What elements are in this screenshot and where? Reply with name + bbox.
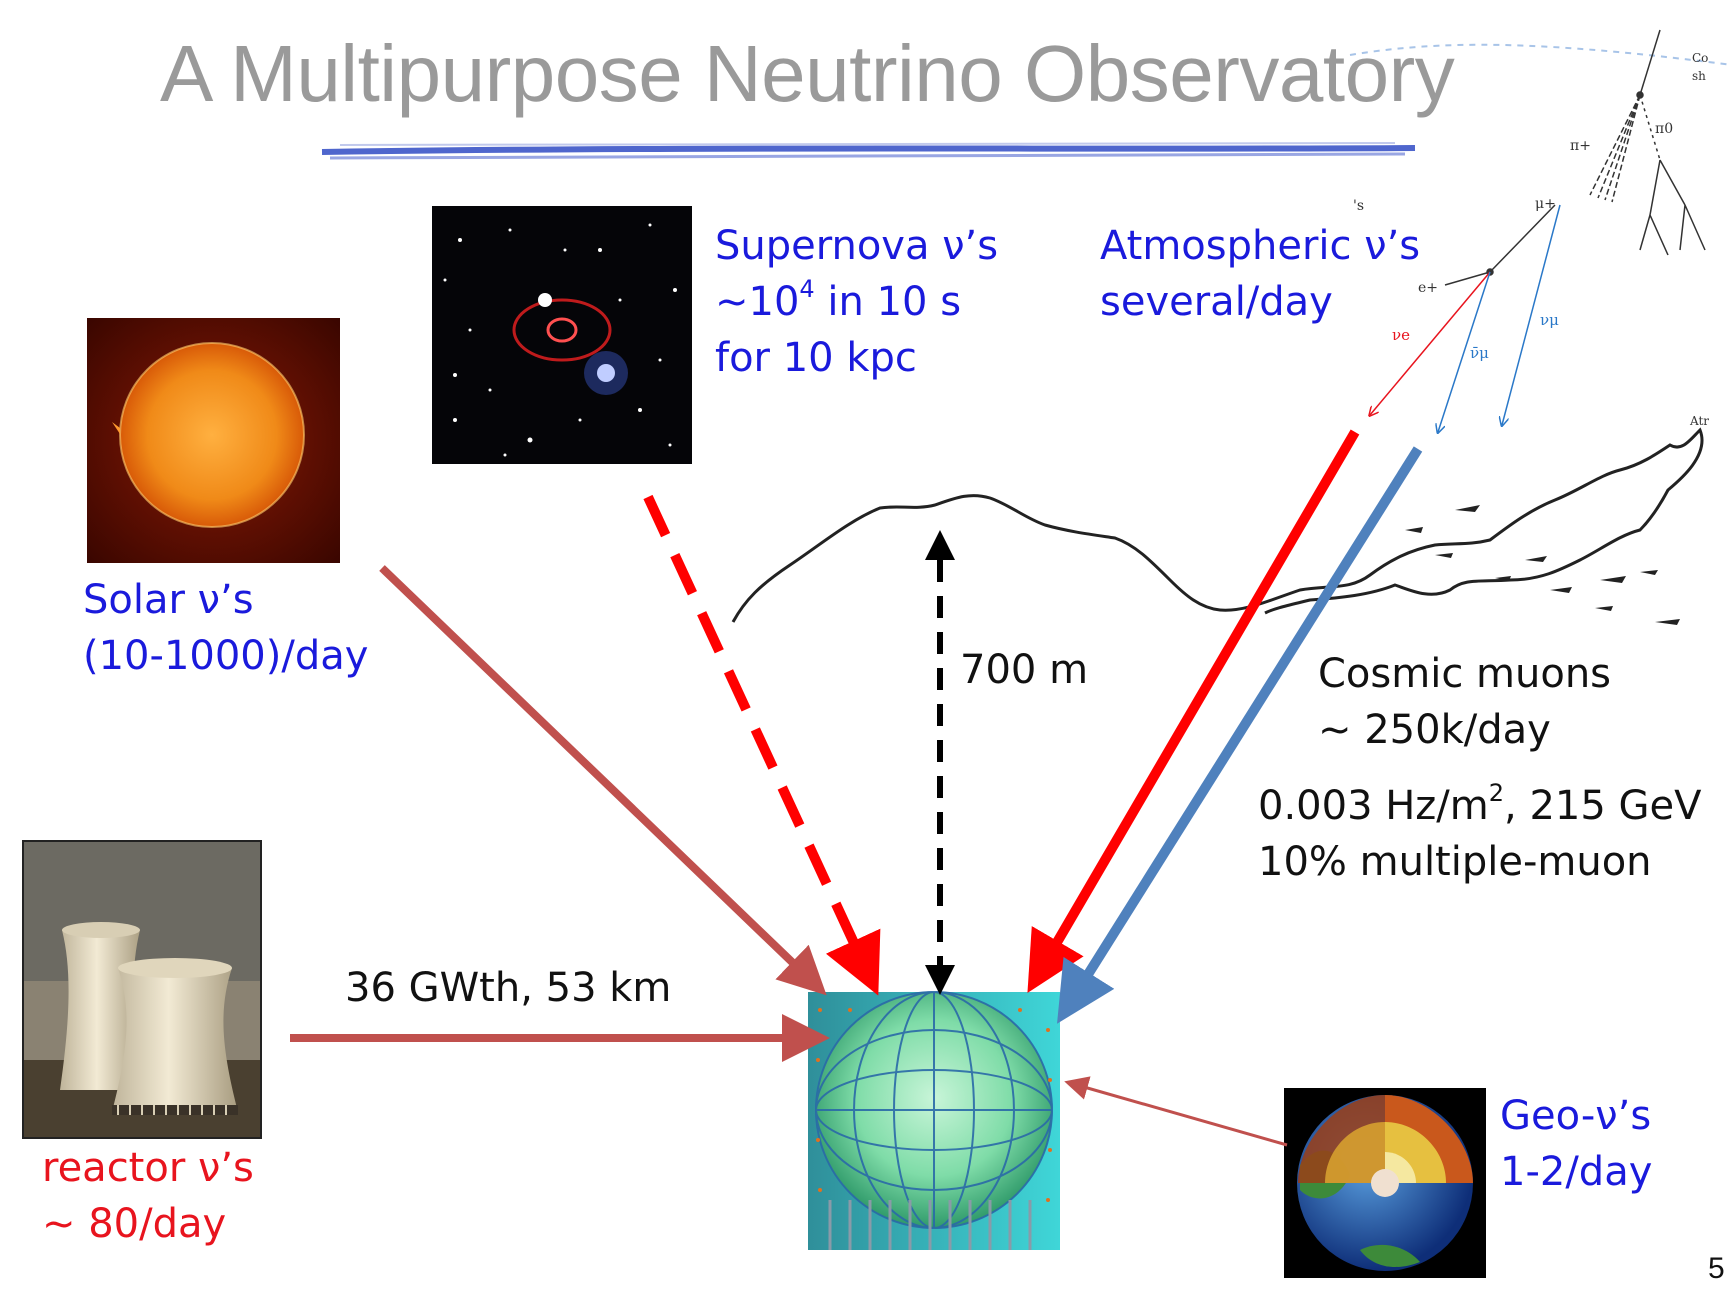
title-underline bbox=[321, 142, 1416, 160]
atmospheric-line2: several/day bbox=[1100, 279, 1333, 325]
solar-label: Solar ν’s (10-1000)/day bbox=[83, 572, 368, 684]
muon-rate-exp: 2 bbox=[1488, 779, 1505, 807]
reactor-line2: ~ 80/day bbox=[42, 1201, 227, 1247]
supernova-line2: ~104 in 10 s bbox=[715, 274, 998, 330]
atmospheric-nu-e-arrow bbox=[1027, 429, 1360, 993]
supernova-label: Supernova ν’s ~104 in 10 s for 10 kpc bbox=[715, 218, 998, 386]
depth-arrow bbox=[925, 530, 955, 995]
supernova-image bbox=[432, 206, 692, 464]
slide-title: A Multipurpose Neutrino Observatory bbox=[160, 29, 1455, 118]
e-plus-label: e+ bbox=[1418, 280, 1438, 296]
nu-e-label: νe bbox=[1392, 326, 1410, 344]
rock-fragments bbox=[1405, 505, 1680, 625]
mountain-profile bbox=[731, 427, 1704, 623]
muon-rate-value: 0.003 Hz/m bbox=[1258, 783, 1489, 829]
geo-arrow bbox=[1064, 1076, 1288, 1147]
atmospheric-label: Atmospheric ν’s several/day bbox=[1100, 218, 1420, 330]
nu-mu-bar-label: ν̄μ bbox=[1470, 344, 1489, 362]
pi-plus-label: π+ bbox=[1570, 138, 1591, 154]
corner-top-label: Co bbox=[1692, 51, 1708, 65]
corner-s-label: 's bbox=[1353, 198, 1364, 214]
supernova-line3: for 10 kpc bbox=[715, 335, 917, 381]
geo-line2: 1-2/day bbox=[1500, 1149, 1653, 1195]
depth-label: 700 m bbox=[960, 647, 1089, 693]
corner-right-label: Atr bbox=[1689, 414, 1709, 428]
pi-zero-label: π0 bbox=[1655, 121, 1673, 137]
cosmic-line1: Cosmic muons bbox=[1318, 651, 1612, 697]
cosmic-ray-shower bbox=[1444, 29, 1706, 286]
muon-rate-label: 0.003 Hz/m2, 215 GeV 10% multiple-muon bbox=[1258, 778, 1702, 890]
muon-rate-line: 0.003 Hz/m2, 215 GeV bbox=[1258, 778, 1702, 834]
geo-label: Geo-ν’s 1-2/day bbox=[1500, 1088, 1652, 1200]
page-number: 5 bbox=[1708, 1252, 1725, 1285]
reactor-distance-label: 36 GWth, 53 km bbox=[345, 965, 672, 1011]
solar-line2: (10-1000)/day bbox=[83, 633, 369, 679]
nu-mu-label: νμ bbox=[1540, 311, 1559, 329]
supernova-count-time: in 10 s bbox=[814, 279, 962, 325]
supernova-count-exp: 4 bbox=[799, 275, 815, 303]
atmospheric-line1: Atmospheric ν’s bbox=[1100, 223, 1421, 269]
geo-line1: Geo-ν’s bbox=[1500, 1093, 1652, 1139]
atmospheric-nu-mu-arrow bbox=[1057, 446, 1423, 1024]
solar-arrow bbox=[379, 565, 827, 996]
multiple-muon-line: 10% multiple-muon bbox=[1258, 839, 1652, 885]
sun-image bbox=[87, 318, 340, 563]
supernova-count-base: ~10 bbox=[715, 279, 800, 325]
earth-image bbox=[1284, 1088, 1486, 1278]
cosmic-muons-label: Cosmic muons ~ 250k/day bbox=[1318, 646, 1611, 758]
corner-top2-label: sh bbox=[1692, 69, 1706, 83]
mu-plus-label: μ+ bbox=[1535, 196, 1556, 212]
cosmic-line2: ~ 250k/day bbox=[1318, 707, 1551, 753]
shower-arc bbox=[1349, 43, 1732, 66]
detector-image bbox=[808, 991, 1060, 1250]
supernova-line1: Supernova ν’s bbox=[715, 223, 999, 269]
muon-energy: , 215 GeV bbox=[1504, 783, 1702, 829]
solar-line1: Solar ν’s bbox=[83, 577, 254, 623]
shower-labels: π+ π0 μ+ e+ 's Co sh Atr bbox=[1353, 51, 1709, 428]
reactor-image bbox=[22, 840, 262, 1139]
shower-neutrino-lines bbox=[1370, 204, 1561, 432]
supernova-arrow bbox=[643, 494, 881, 996]
reactor-label: reactor ν’s ~ 80/day bbox=[42, 1140, 254, 1252]
reactor-line1: reactor ν’s bbox=[42, 1145, 254, 1191]
